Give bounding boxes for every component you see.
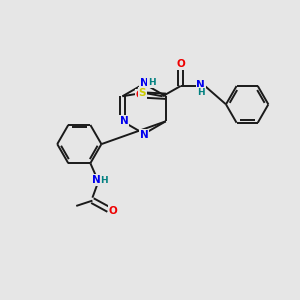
Text: S: S [139,88,146,98]
Text: O: O [136,90,144,100]
Text: N: N [92,175,101,185]
Text: N: N [196,80,205,90]
Text: O: O [176,59,185,69]
Text: H: H [100,176,108,184]
Text: N: N [119,116,128,126]
Text: H: H [197,88,205,97]
Text: N: N [140,78,148,88]
Text: N: N [140,130,148,140]
Text: H: H [148,78,155,87]
Text: O: O [108,206,117,216]
